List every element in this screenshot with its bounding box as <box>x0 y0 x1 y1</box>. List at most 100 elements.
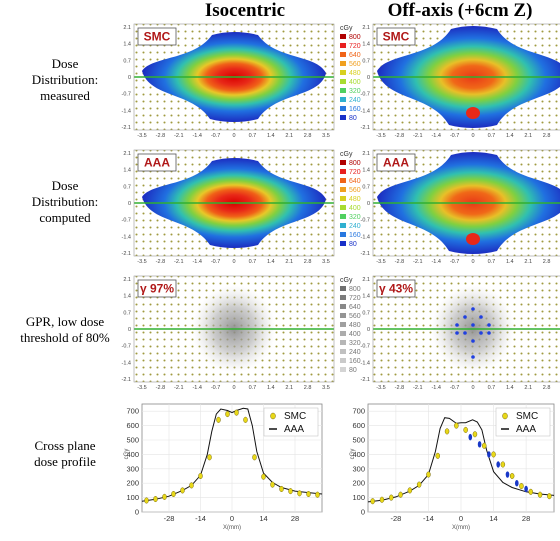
map-y-tick-label: 0 <box>367 201 370 207</box>
colorbar-label: 560 <box>349 187 361 194</box>
panel-tag-box <box>137 27 177 46</box>
data-point-smc <box>509 472 515 480</box>
map-y-tick-label: 0.7 <box>123 184 131 190</box>
failed-point-marker <box>455 323 459 327</box>
colorbar-label: 160 <box>349 232 361 239</box>
colorbar: cGy 800 720 640 560 480 400 320 240 160 80 <box>340 277 361 374</box>
legend-marker-smc <box>502 412 508 420</box>
map-x-tick-label: -1.4 <box>431 385 440 391</box>
map-y-tick-label: 0.7 <box>123 58 131 64</box>
data-point-smc <box>463 426 468 433</box>
map-x-tick-label: 1.4 <box>267 259 275 265</box>
colorbar-swatch <box>340 106 346 111</box>
data-point-smc <box>243 416 248 423</box>
map-x-tick-label: -2.1 <box>413 259 422 265</box>
colorbar-label: 400 <box>349 79 361 86</box>
map-y-tick-label: 1.4 <box>123 294 131 300</box>
map-x-tick-label: 0 <box>471 133 474 139</box>
x-tick-label: 0 <box>230 514 234 523</box>
map-y-tick-label: -0.7 <box>122 92 131 98</box>
colorbar-label: 800 <box>349 286 361 293</box>
colorbar-swatch <box>340 196 346 201</box>
map-x-tick-label: -2.8 <box>156 385 165 391</box>
colorbar-unit: cGy <box>340 151 353 158</box>
data-point-smc <box>454 422 459 429</box>
data-point-smc <box>407 487 413 494</box>
map-x-tick-label: 2.1 <box>524 259 532 265</box>
failed-point-marker <box>455 331 459 335</box>
panel-tag: γ 43% <box>379 282 413 296</box>
failed-point-marker <box>479 331 483 335</box>
colorbar-label: 320 <box>349 340 361 347</box>
map-y-tick-label: -2.1 <box>361 377 370 383</box>
map-y-tick-label: 0 <box>128 75 131 81</box>
data-point-smc <box>315 491 320 498</box>
dose-map-panel: 2.1 1.4 0.7 0 -0.7 -1.4 -2.1 -3.5 -2.8 -2.1 -1.4 -0… <box>361 149 560 265</box>
y-tick-label: 200 <box>126 479 139 488</box>
colorbar-swatch <box>340 349 346 354</box>
colorbar-label: 480 <box>349 196 361 203</box>
map-x-tick-label: 0.7 <box>249 385 257 391</box>
failed-point-marker <box>463 315 467 319</box>
data-point-smc <box>398 491 403 498</box>
row-label-line: Distribution: <box>31 194 99 209</box>
data-point-smc <box>234 409 239 416</box>
map-x-tick-label: 0.7 <box>249 133 257 139</box>
colorbar: cGy 800 720 640 560 480 400 320 240 160 80 <box>340 25 361 122</box>
colorbar-swatch <box>340 340 346 345</box>
column-title-isocentric: Isocentric <box>204 0 286 21</box>
data-point-smc <box>416 481 422 488</box>
map-x-tick-label: -2.1 <box>413 385 422 391</box>
colorbar-swatch <box>340 187 346 192</box>
map-y-tick-label: 0 <box>128 327 131 333</box>
x-tick-label: -28 <box>164 514 175 523</box>
colorbar-label: 400 <box>349 331 361 338</box>
data-point-smc <box>261 473 266 480</box>
colorbar-label: 800 <box>349 34 361 41</box>
data-point-smc <box>270 481 275 488</box>
failed-point-marker <box>471 339 475 343</box>
map-x-tick-label: -1.4 <box>192 259 201 265</box>
map-y-tick-label: -0.7 <box>361 218 370 224</box>
data-point-smc <box>389 494 394 501</box>
map-x-tick-label: -3.5 <box>137 133 146 139</box>
y-tick-label: 400 <box>352 450 365 459</box>
map-x-tick-label: 3.5 <box>322 385 330 391</box>
map-x-tick-label: 1.4 <box>506 385 514 391</box>
x-tick-label: 28 <box>291 514 299 523</box>
map-frame <box>133 149 335 257</box>
failed-point-marker <box>471 355 475 359</box>
data-point-smc <box>297 490 302 497</box>
colorbar-label: 240 <box>349 97 361 104</box>
y-tick-label: 400 <box>126 450 139 459</box>
map-y-tick-label: 0.7 <box>123 310 131 316</box>
panel-tag-box <box>137 153 177 172</box>
panel-tag: SMC <box>383 30 410 44</box>
failed-point-marker <box>471 307 475 311</box>
dose-profile-chart: 0 100 200 300 400 500 600 700 -28 -14 0 14 28 X(mm) cG… <box>124 403 323 531</box>
x-tick-label: 14 <box>489 514 497 523</box>
legend-box <box>495 407 551 437</box>
failed-point-marker <box>479 315 483 319</box>
y-axis-label: cGy <box>124 449 130 460</box>
colorbar-label: 720 <box>349 43 361 50</box>
dose-map-panel: 2.1 1.4 0.7 0 -0.7 -1.4 -2.1 -3.5 -2.8 -2.1 -1.4 -0… <box>122 23 335 139</box>
map-y-tick-label: 2.1 <box>362 277 370 283</box>
data-point-smc <box>444 428 450 435</box>
data-point-smc <box>207 454 212 461</box>
map-x-tick-label: -3.5 <box>376 385 385 391</box>
y-axis-label: cGy <box>350 449 356 460</box>
map-x-tick-label: 2.1 <box>524 385 532 391</box>
legend-label-aaa: AAA <box>516 424 536 435</box>
x-axis-label: X(mm) <box>223 525 241 531</box>
x-tick-label: -14 <box>195 514 206 523</box>
x-tick-label: 14 <box>259 514 267 523</box>
y-tick-label: 600 <box>352 421 365 430</box>
map-y-tick-label: 2.1 <box>123 151 131 157</box>
row-label-line: Dose <box>51 56 79 71</box>
map-frame <box>133 23 335 131</box>
data-point-smc <box>225 411 230 418</box>
colorbar-swatch <box>340 160 346 165</box>
map-y-tick-label: -2.1 <box>361 251 370 257</box>
colorbar-label: 80 <box>349 241 357 248</box>
